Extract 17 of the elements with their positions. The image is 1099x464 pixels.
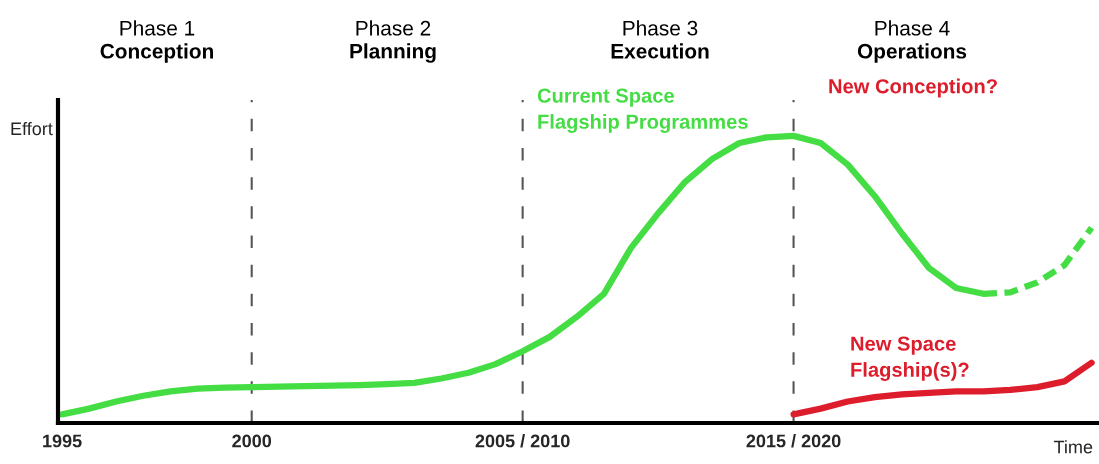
y-axis-title: Effort — [11, 121, 53, 136]
text: New Conception? — [829, 78, 997, 98]
text: Phase 3 — [623, 20, 698, 36]
x-axis-title: Time — [1053, 440, 1093, 454]
text: Current Space Flagship Programmes — [537, 88, 748, 133]
x-tick-label: 2005 / 2010 — [475, 434, 570, 448]
text: Phase 1 — [120, 20, 195, 36]
text: Planning — [350, 43, 436, 63]
text: Phase 2 — [356, 20, 431, 36]
x-tick-label: 1995 — [43, 434, 82, 448]
x-tick-label: 2000 — [232, 434, 272, 448]
x-tick-label: 2015 / 2020 — [746, 434, 841, 448]
text: Execution — [611, 43, 709, 59]
annotation: New Space Flagship(s)? — [851, 336, 969, 381]
text: Operations — [857, 43, 967, 63]
text: Phase 4 — [875, 20, 950, 36]
text: Conception — [100, 43, 213, 63]
